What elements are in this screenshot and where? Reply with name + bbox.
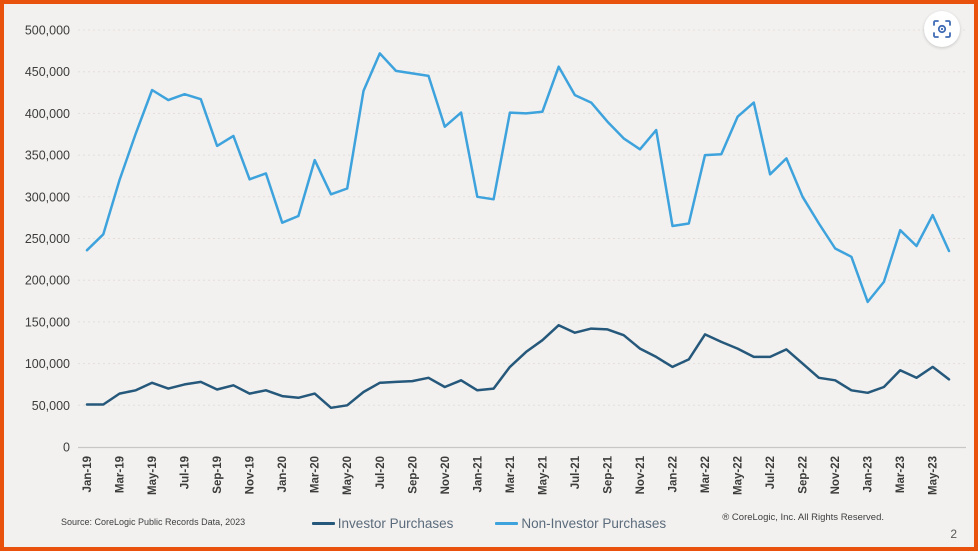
x-axis-tick-label: Jan-19 — [82, 456, 94, 492]
page-number: 2 — [950, 527, 957, 541]
y-axis-tick-label: 0 — [63, 441, 70, 455]
y-axis-tick-label: 400,000 — [25, 107, 70, 121]
x-axis-tick-label: Jan-20 — [277, 456, 289, 492]
x-axis-tick-label: Sep-20 — [407, 456, 419, 494]
y-axis-tick-label: 150,000 — [25, 315, 70, 329]
x-axis-tick-label: Mar-20 — [310, 456, 322, 493]
x-axis-tick-label: Jul-22 — [765, 456, 777, 489]
non-investor-line-swatch — [495, 522, 519, 525]
non-investor-purchases-line — [85, 52, 951, 304]
x-axis-tick-label: Mar-21 — [505, 455, 517, 493]
x-axis-tick-label: May-19 — [147, 456, 159, 495]
x-axis-tick-label: Sep-21 — [602, 455, 614, 493]
x-axis-tick-label: May-20 — [342, 456, 354, 495]
x-axis-tick-label: Nov-20 — [440, 456, 452, 494]
x-axis-tick-label: Sep-22 — [798, 456, 810, 494]
y-axis-tick-label: 300,000 — [25, 190, 70, 204]
screenshot-capture-icon — [933, 20, 951, 38]
y-axis-tick-label: 450,000 — [25, 65, 70, 79]
y-axis-tick-label: 100,000 — [25, 357, 70, 371]
x-axis-tick-label: May-23 — [928, 456, 940, 495]
legend-item-investor: Investor Purchases — [311, 516, 454, 531]
purchases-line-chart: 0 50,000 100,000 150,000 200,000 250,000 300,0… — [25, 24, 966, 495]
screenshot-capture-button[interactable] — [924, 11, 960, 47]
legend-label-investor: Investor Purchases — [337, 516, 454, 531]
y-axis-tick-label: 200,000 — [25, 274, 70, 288]
x-axis-tick-label: Jul-21 — [570, 455, 582, 489]
x-axis-tick-label: Mar-19 — [115, 456, 127, 493]
investor-purchases-line — [85, 323, 951, 410]
x-axis-tick-label: May-22 — [733, 456, 745, 495]
chart-legend: Investor Purchases Non-Investor Purchase… — [4, 516, 974, 531]
investor-line-swatch — [311, 522, 335, 525]
x-axis-tick-label: May-21 — [537, 455, 549, 495]
source-note: Source: CoreLogic Public Records Data, 2… — [61, 517, 246, 527]
y-axis-tick-label: 500,000 — [25, 24, 70, 38]
x-axis-tick-label: Jan-21 — [472, 455, 484, 492]
y-axis-tick-label: 50,000 — [32, 399, 70, 413]
x-axis-tick-label: Nov-22 — [830, 456, 842, 494]
x-axis-tick-label: Jan-23 — [863, 456, 875, 492]
x-axis-tick-label: Mar-23 — [895, 456, 907, 493]
x-axis-tick-label: Jul-19 — [180, 456, 192, 489]
copyright-note: ® CoreLogic, Inc. All Rights Reserved. — [722, 512, 884, 523]
x-axis-tick-label: Nov-19 — [245, 456, 257, 494]
legend-item-non-investor: Non-Investor Purchases — [495, 516, 666, 531]
legend-label-non-investor: Non-Investor Purchases — [521, 516, 667, 531]
x-axis-tick-label: Nov-21 — [635, 455, 647, 494]
x-axis-tick-label: Jul-20 — [375, 456, 387, 489]
x-axis-tick-label: Sep-19 — [212, 456, 224, 494]
y-axis-tick-label: 250,000 — [25, 232, 70, 246]
x-axis-tick-label: Jan-22 — [668, 456, 680, 492]
x-axis-tick-label: Mar-22 — [700, 456, 712, 493]
y-axis-tick-label: 350,000 — [25, 149, 70, 163]
